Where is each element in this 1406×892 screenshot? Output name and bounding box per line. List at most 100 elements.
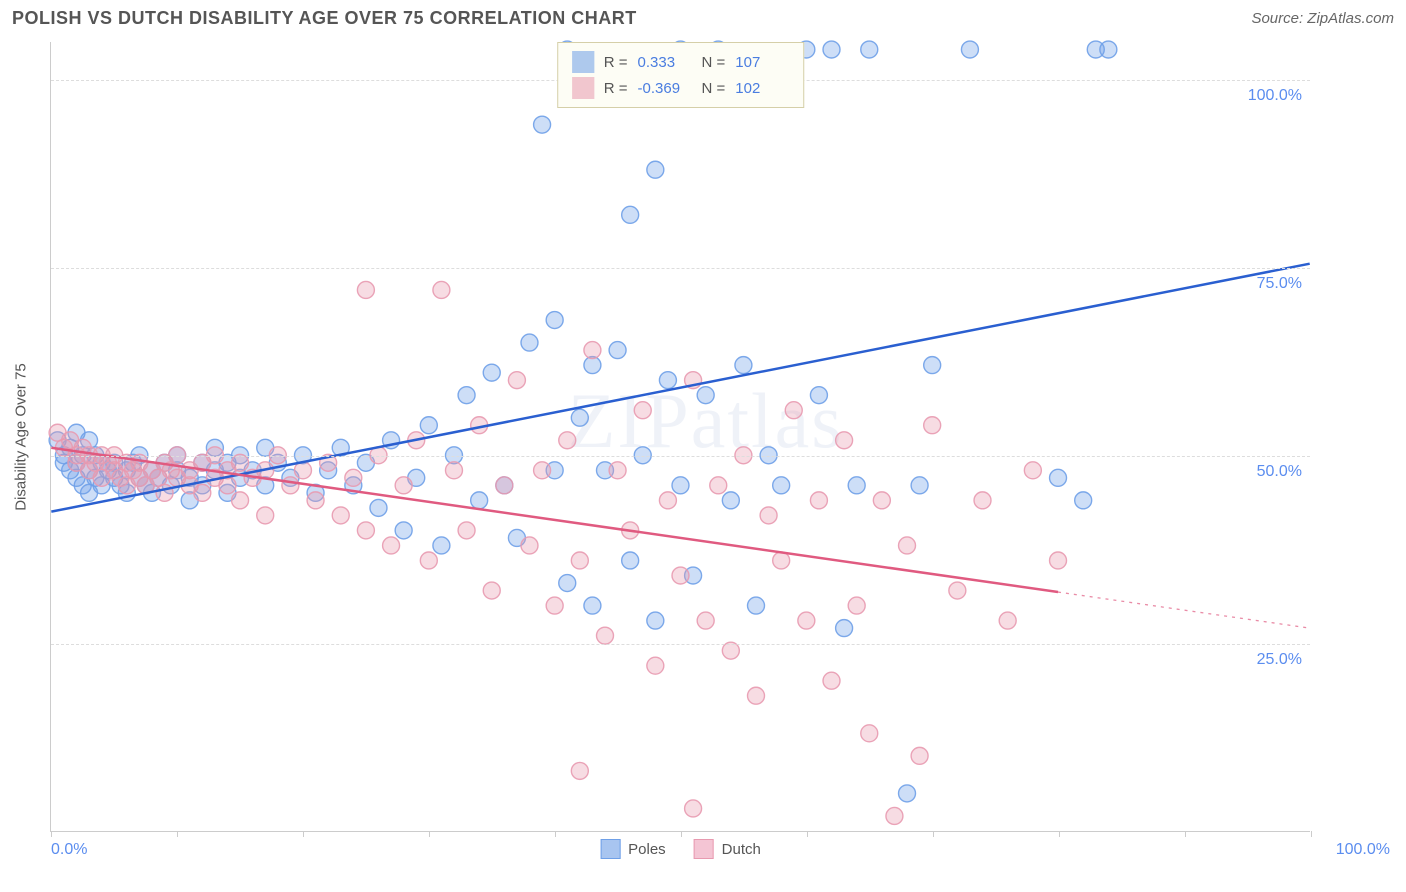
data-point: [861, 41, 878, 58]
data-point: [622, 206, 639, 223]
data-point: [974, 492, 991, 509]
data-point: [584, 597, 601, 614]
data-point: [420, 417, 437, 434]
legend-label: Poles: [628, 841, 666, 858]
x-tick: [177, 831, 178, 837]
chart-title: POLISH VS DUTCH DISABILITY AGE OVER 75 C…: [12, 8, 637, 29]
x-tick: [1185, 831, 1186, 837]
data-point: [395, 477, 412, 494]
data-point: [810, 387, 827, 404]
data-point: [647, 161, 664, 178]
data-point: [194, 484, 211, 501]
data-point: [748, 687, 765, 704]
data-point: [433, 281, 450, 298]
data-point: [282, 477, 299, 494]
data-point: [999, 612, 1016, 629]
data-point: [861, 725, 878, 742]
data-point: [836, 432, 853, 449]
data-point: [911, 747, 928, 764]
data-point: [357, 522, 374, 539]
data-point: [521, 334, 538, 351]
data-point: [949, 582, 966, 599]
stat-value-r: 0.333: [638, 54, 692, 71]
data-point: [848, 597, 865, 614]
x-tick: [555, 831, 556, 837]
data-point: [420, 552, 437, 569]
data-point: [798, 612, 815, 629]
data-point: [697, 612, 714, 629]
data-point: [597, 627, 614, 644]
data-point: [307, 492, 324, 509]
legend-swatch: [572, 77, 594, 99]
data-point: [622, 552, 639, 569]
x-tick: [933, 831, 934, 837]
data-point: [735, 357, 752, 374]
stats-row: R = 0.333 N = 107: [572, 49, 790, 75]
data-point: [710, 477, 727, 494]
data-point: [609, 342, 626, 359]
data-point: [1100, 41, 1117, 58]
data-point: [647, 612, 664, 629]
data-point: [521, 537, 538, 554]
data-point: [534, 116, 551, 133]
data-point: [672, 567, 689, 584]
data-point: [899, 537, 916, 554]
data-point: [848, 477, 865, 494]
data-point: [559, 432, 576, 449]
y-tick-label: 75.0%: [1257, 275, 1302, 293]
stat-label-r: R =: [604, 54, 628, 71]
legend-label: Dutch: [722, 841, 761, 858]
data-point: [899, 785, 916, 802]
data-point: [836, 620, 853, 637]
data-point: [370, 499, 387, 516]
data-point: [659, 492, 676, 509]
data-point: [634, 402, 651, 419]
data-point: [345, 469, 362, 486]
data-point: [571, 409, 588, 426]
data-point: [961, 41, 978, 58]
data-point: [873, 492, 890, 509]
y-tick-label: 25.0%: [1257, 651, 1302, 669]
data-point: [659, 372, 676, 389]
stats-box: R = 0.333 N = 107 R =-0.369N =102: [557, 42, 805, 108]
data-point: [546, 312, 563, 329]
gridline: [51, 268, 1310, 269]
data-point: [458, 387, 475, 404]
data-point: [911, 477, 928, 494]
data-point: [672, 477, 689, 494]
x-tick: [1311, 831, 1312, 837]
data-point: [559, 575, 576, 592]
data-point: [534, 462, 551, 479]
data-point: [458, 522, 475, 539]
data-point: [508, 372, 525, 389]
x-tick: [1059, 831, 1060, 837]
data-point: [383, 537, 400, 554]
stat-label-n: N =: [702, 54, 726, 71]
data-point: [697, 387, 714, 404]
x-tick-label-min: 0.0%: [51, 841, 87, 859]
data-point: [471, 492, 488, 509]
legend-item: Poles: [600, 839, 666, 859]
legend-swatch: [572, 51, 594, 73]
data-point: [483, 582, 500, 599]
stat-value-n: 107: [735, 54, 789, 71]
y-tick-label: 100.0%: [1248, 87, 1302, 105]
gridline: [51, 644, 1310, 645]
legend-swatch: [600, 839, 620, 859]
x-tick: [51, 831, 52, 837]
data-point: [433, 537, 450, 554]
stats-row: R =-0.369N =102: [572, 75, 790, 101]
data-point: [647, 657, 664, 674]
data-point: [571, 552, 588, 569]
data-point: [924, 357, 941, 374]
data-point: [609, 462, 626, 479]
x-tick: [681, 831, 682, 837]
regression-line-dashed: [1058, 592, 1310, 628]
data-point: [810, 492, 827, 509]
legend: Poles Dutch: [600, 839, 761, 859]
x-tick: [429, 831, 430, 837]
data-point: [823, 41, 840, 58]
data-point: [445, 462, 462, 479]
data-point: [232, 454, 249, 471]
legend-item: Dutch: [694, 839, 761, 859]
